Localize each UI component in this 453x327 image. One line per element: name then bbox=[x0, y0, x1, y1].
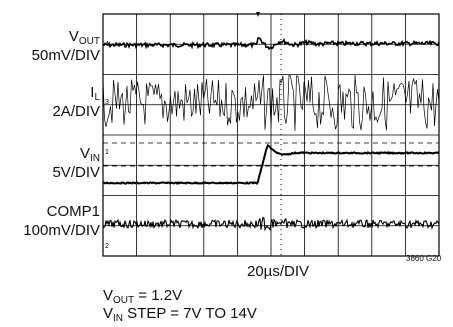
channel-marker-1: 3 bbox=[105, 99, 109, 106]
series-vin-trace bbox=[103, 143, 440, 186]
channel-marker-3: 2 bbox=[105, 243, 109, 250]
note-vin: VIN STEP = 7V TO 14V bbox=[103, 305, 257, 324]
il-label-sub: L bbox=[94, 92, 100, 103]
figure-code: 3860 G20 bbox=[406, 254, 442, 263]
note-vout-rest: = 1.2V bbox=[134, 287, 183, 304]
trigger-marker bbox=[256, 12, 260, 17]
note-vout-main: V bbox=[103, 287, 114, 304]
il-label-main: I bbox=[90, 84, 95, 101]
comp1-label-main: COMP1 bbox=[46, 203, 100, 220]
vin-scale: 5V/DIV bbox=[52, 164, 100, 181]
il-label: IL 2A/DIV bbox=[0, 84, 100, 120]
vout-label-sub: OUT bbox=[78, 36, 100, 47]
vin-label: VIN 5V/DIV bbox=[0, 145, 100, 181]
note-vin-sub: IN bbox=[113, 313, 124, 324]
series-vout-trace bbox=[102, 37, 440, 51]
channel-marker-0: 4 bbox=[105, 41, 109, 48]
note-vin-rest: STEP = 7V TO 14V bbox=[123, 305, 257, 322]
vout-label-main: V bbox=[68, 28, 79, 45]
note-vout: VOUT = 1.2V bbox=[103, 287, 182, 306]
note-vin-main: V bbox=[103, 305, 114, 322]
channel-marker-2: 1 bbox=[105, 149, 109, 156]
note-vout-sub: OUT bbox=[113, 295, 135, 306]
vout-label: VOUT 50mV/DIV bbox=[0, 28, 100, 64]
vin-label-main: V bbox=[79, 145, 90, 162]
vout-scale: 50mV/DIV bbox=[31, 47, 100, 64]
comp1-scale: 100mV/DIV bbox=[23, 222, 100, 239]
il-scale: 2A/DIV bbox=[52, 103, 100, 120]
comp1-label: COMP1 100mV/DIV bbox=[0, 203, 100, 239]
vin-label-sub: IN bbox=[90, 153, 100, 164]
x-axis-label: 20µs/DIV bbox=[247, 263, 309, 280]
series-il-trace bbox=[102, 74, 440, 131]
series-comp1-trace bbox=[102, 216, 440, 232]
